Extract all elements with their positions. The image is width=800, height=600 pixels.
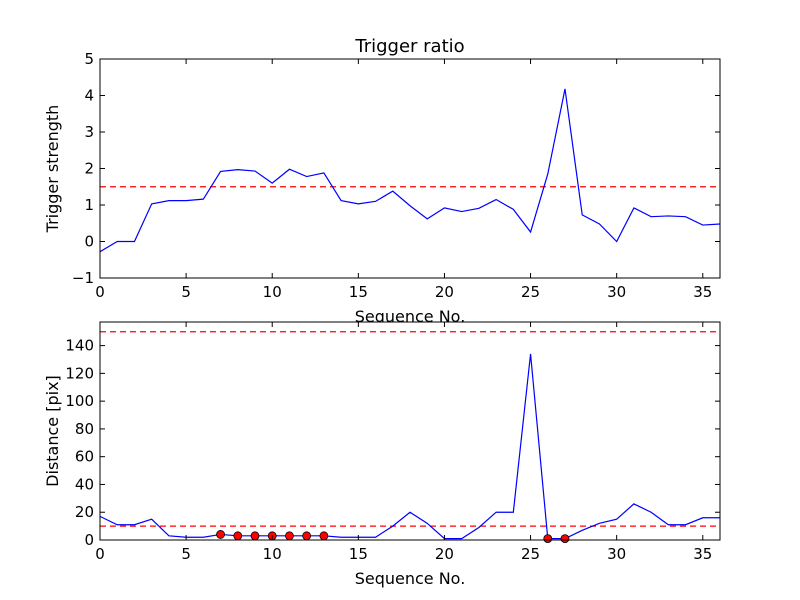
y-tick-label: 120 (65, 364, 94, 382)
data-marker (250, 531, 260, 541)
y-tick-label: 5 (84, 50, 94, 68)
y-tick-label: 40 (75, 475, 94, 493)
x-tick-label: 10 (263, 545, 282, 563)
y-tick-label: 20 (75, 503, 94, 521)
x-tick-label: 25 (521, 545, 540, 563)
x-axis-label: Sequence No. (355, 569, 466, 588)
data-marker (302, 531, 312, 541)
x-tick-label: 20 (435, 283, 454, 301)
x-tick-label: 0 (95, 283, 105, 301)
x-tick-label: 5 (181, 283, 191, 301)
plot-content (100, 88, 720, 253)
y-tick-label: 140 (65, 337, 94, 355)
axes-frame (99, 321, 721, 541)
y-axis-label: Trigger strength (43, 105, 62, 234)
x-tick-label: 15 (349, 283, 368, 301)
plot-area (100, 322, 720, 540)
data-marker (543, 534, 553, 544)
data-marker (285, 531, 294, 541)
y-tick-label: 2 (84, 160, 94, 178)
x-tick-label: 0 (95, 545, 105, 563)
series-line-1 (100, 353, 720, 540)
chart-title: Trigger ratio (354, 36, 464, 57)
plot-content (100, 331, 720, 540)
y-tick-label: 60 (75, 448, 94, 466)
x-tick-label: 20 (435, 545, 454, 563)
y-tick-label: 4 (84, 87, 94, 105)
y-tick-label: 1 (84, 196, 94, 214)
x-tick-label: 35 (693, 283, 712, 301)
x-tick-label: 30 (607, 283, 626, 301)
series-line-1 (100, 88, 720, 253)
data-marker (233, 531, 243, 541)
y-tick-label: 0 (84, 531, 94, 549)
y-tick-label: 100 (65, 392, 94, 410)
y-tick-label: 3 (84, 123, 94, 141)
x-axis-label: Sequence No. (355, 307, 466, 326)
data-marker (319, 531, 329, 541)
y-tick-label: 0 (84, 233, 94, 251)
y-axis-label: Distance [pix] (43, 375, 62, 487)
y-tick-label: −1 (72, 269, 94, 287)
data-marker (216, 530, 225, 539)
x-tick-label: 25 (521, 283, 540, 301)
x-tick-label: 15 (349, 545, 368, 563)
chart-2: 0 5 10 15 20 25 30 35 0 20 40 60 80 100 120 140 Sequence… (43, 321, 721, 588)
y-tick-label: 80 (75, 420, 94, 438)
x-tick-label: 35 (693, 545, 712, 563)
x-tick-label: 5 (181, 545, 191, 563)
x-tick-label: 10 (263, 283, 282, 301)
data-marker (560, 534, 570, 544)
plot-area (100, 59, 720, 278)
x-tick-label: 30 (607, 545, 626, 563)
